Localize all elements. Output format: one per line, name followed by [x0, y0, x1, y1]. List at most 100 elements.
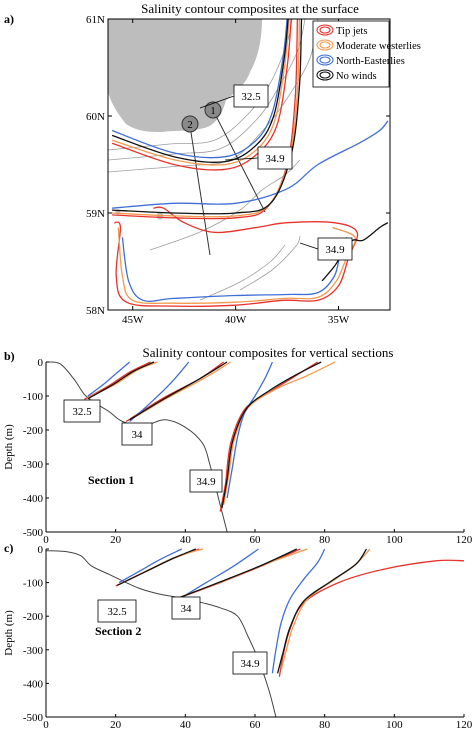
- surface-contour-moderate-westerlies-32-5: [111, 19, 290, 166]
- section-1-chart: 0 20 40 60 80 100 120 0 -100 -200 -300 -400 -500 Dept…: [3, 357, 473, 546]
- surface-contour-north-easterlies-32-5: [111, 19, 288, 159]
- section-2-line: [189, 125, 211, 256]
- section-marker-2: [181, 115, 199, 133]
- surface-contour-no-winds-34-9: [112, 19, 303, 215]
- contour-label-value: 32.5: [241, 91, 261, 103]
- contour-label-box: [232, 651, 268, 675]
- greenland-landmass: [108, 19, 262, 132]
- x-tick-label: 100: [386, 719, 403, 731]
- y-tick-label: -300: [23, 459, 44, 471]
- contour-label-box: [233, 84, 269, 108]
- surface-salinity-map: 1 2 45W 40W 35W 61N 60N 59N 58N Tip jets Moderat…: [86, 14, 421, 326]
- contour-label-value: 32.5: [72, 406, 92, 418]
- map-y-tick-label: 60N: [86, 111, 105, 123]
- legend-swatch-moderate-westerlies: [319, 41, 331, 49]
- bathymetry-contour: [149, 159, 301, 251]
- section-contour-north-easterlies-34-9: [271, 548, 326, 674]
- y-tick-label: -100: [23, 391, 44, 403]
- legend: Tip jets Moderate westerlies North-Easterl…: [312, 20, 421, 88]
- contour-label-value: 32.5: [107, 606, 127, 618]
- section-contour-north-easterlies-34: [178, 548, 259, 600]
- section-marker-label: 1: [210, 105, 216, 117]
- panel-c-letter: c): [4, 541, 13, 555]
- section-contour-north-easterlies-34-9: [226, 361, 273, 499]
- bottom-topography: [45, 550, 277, 718]
- section-contour-north-easterlies-32-5: [118, 548, 183, 584]
- contour-label-value: 34.9: [265, 153, 285, 165]
- legend-swatch-north-easterlies: [319, 56, 331, 64]
- x-tick-label: 100: [386, 534, 403, 546]
- contour-label-value: 34.9: [240, 658, 260, 670]
- surface-contour-north-easterlies-34-9: [112, 120, 389, 209]
- y-axis-label: Depth (m): [3, 610, 15, 656]
- legend-swatch-tip-jets: [319, 26, 331, 34]
- bathymetry-contour: [239, 235, 301, 291]
- bathymetry-contour: [108, 19, 306, 161]
- section-contour-moderate-westerlies-34-9: [223, 361, 336, 505]
- section-2-label: Section 2: [95, 624, 141, 638]
- panel-a-title: Salinity contour composites at the surfa…: [141, 1, 359, 16]
- section-contour-north-easterlies-34: [129, 361, 190, 422]
- contour-label-box: [257, 146, 293, 170]
- map-frame: [107, 18, 391, 311]
- surface-contour-no-winds-32-5: [111, 19, 289, 163]
- surface-contour-tip-jets-34-9: [113, 206, 359, 307]
- contour-label-box: [171, 596, 201, 620]
- y-tick-label: -400: [23, 678, 44, 690]
- legend-label-no-winds: No winds: [336, 71, 377, 82]
- legend-swatch-no-winds: [316, 69, 334, 81]
- section-marker-label: 2: [187, 119, 193, 131]
- contour-label-value: 34.9: [325, 244, 345, 256]
- x-tick-label: 80: [319, 719, 331, 731]
- map-y-tick-label: 58N: [86, 305, 105, 317]
- contour-label-leader: [224, 157, 259, 161]
- legend-label-tip-jets: Tip jets: [336, 26, 367, 37]
- section-contour-tip-jets-34-9: [278, 559, 465, 677]
- section-marker-1: [204, 101, 222, 119]
- contour-label-value: 34: [132, 429, 144, 441]
- legend-swatch-moderate-westerlies: [316, 39, 334, 51]
- bathymetry-contour: [199, 244, 286, 301]
- panel-a-letter: a): [4, 12, 14, 26]
- section-1-label: Section 1: [88, 473, 134, 487]
- section-contour-tip-jets-32-5: [83, 361, 151, 400]
- legend-swatch-tip-jets: [316, 24, 334, 36]
- contour-label-box: [317, 237, 353, 261]
- x-tick-label: 0: [43, 719, 49, 731]
- x-tick-label: 0: [43, 534, 49, 546]
- section-contour-no-winds-34-9: [221, 361, 322, 509]
- section-contour-tip-jets-34-9: [219, 361, 319, 512]
- section-contour-no-winds-34: [129, 361, 228, 421]
- section-contour-moderate-westerlies-34-9: [280, 548, 371, 671]
- section-contour-no-winds-32-5: [87, 361, 155, 400]
- x-tick-label: 40: [180, 719, 192, 731]
- y-tick-label: 0: [38, 544, 44, 556]
- map-x-tick-label: 40W: [225, 314, 247, 326]
- y-tick-label: -400: [23, 493, 44, 505]
- section-contour-no-winds-34-9: [276, 548, 368, 674]
- x-tick-label: 20: [110, 534, 122, 546]
- x-tick-label: 60: [250, 719, 262, 731]
- map-x-tick-label: 45W: [122, 314, 144, 326]
- contour-label-leader: [299, 242, 319, 250]
- panel-b-title: Salinity contour composites for vertical…: [143, 345, 394, 360]
- y-tick-label: -200: [23, 611, 44, 623]
- x-tick-label: 120: [456, 534, 473, 546]
- legend-label-north-easterlies: North-Easterlies: [336, 56, 405, 67]
- map-x-tick-label: 35W: [328, 314, 350, 326]
- contour-label-box: [189, 469, 223, 493]
- legend-swatch-no-winds: [319, 71, 331, 79]
- x-tick-label: 20: [110, 719, 122, 731]
- bottom-topography: [45, 361, 228, 533]
- contour-label-box: [63, 399, 101, 423]
- surface-contour-north-easterlies-34-9: [121, 237, 348, 302]
- map-y-tick-label: 61N: [86, 14, 105, 26]
- y-tick-label: -300: [23, 645, 44, 657]
- contour-label-value: 34: [181, 603, 193, 615]
- y-tick-label: -100: [23, 578, 44, 590]
- contour-label-box: [121, 422, 153, 446]
- contour-label-box: [97, 599, 137, 623]
- section-contour-no-winds-34: [176, 548, 298, 600]
- legend-swatch-north-easterlies: [316, 54, 334, 66]
- map-y-tick-label: 59N: [86, 208, 105, 220]
